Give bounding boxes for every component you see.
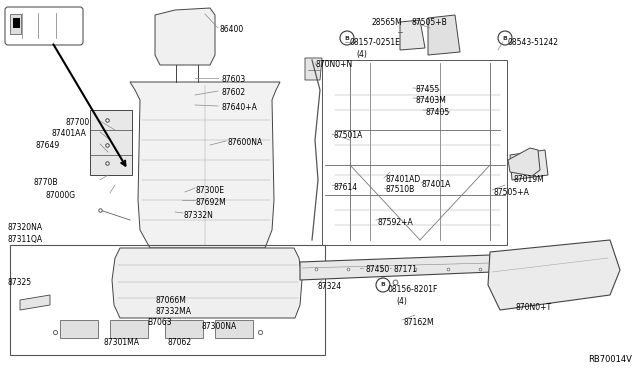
- Text: 28565M: 28565M: [371, 18, 402, 27]
- Text: 87700: 87700: [65, 118, 89, 127]
- FancyBboxPatch shape: [5, 7, 83, 45]
- Text: 87692M: 87692M: [196, 198, 227, 207]
- Bar: [165, 320, 203, 338]
- Polygon shape: [400, 20, 425, 50]
- Text: 87592+A: 87592+A: [377, 218, 413, 227]
- Bar: [215, 320, 253, 338]
- Text: 87019M: 87019M: [513, 175, 544, 184]
- Text: B: B: [381, 282, 385, 288]
- Text: 87325: 87325: [8, 278, 32, 287]
- Text: 87602: 87602: [221, 88, 245, 97]
- Text: 87401AA: 87401AA: [52, 129, 87, 138]
- Bar: [60, 320, 98, 338]
- Polygon shape: [508, 148, 540, 176]
- Text: 87505+A: 87505+A: [494, 188, 530, 197]
- Text: 87301MA: 87301MA: [103, 338, 139, 347]
- Text: 87332MA: 87332MA: [155, 307, 191, 316]
- Polygon shape: [300, 255, 492, 280]
- Polygon shape: [112, 248, 302, 318]
- Polygon shape: [428, 15, 460, 55]
- Text: 08156-8201F: 08156-8201F: [387, 285, 437, 294]
- Text: B: B: [344, 35, 349, 41]
- Text: 87320NA: 87320NA: [8, 223, 43, 232]
- Polygon shape: [130, 82, 280, 248]
- Text: 86400: 86400: [220, 25, 244, 34]
- Text: 87455: 87455: [415, 85, 439, 94]
- Text: 87401AD: 87401AD: [385, 175, 420, 184]
- Text: 87162M: 87162M: [404, 318, 435, 327]
- Text: 87614: 87614: [333, 183, 357, 192]
- Text: 87450: 87450: [365, 265, 389, 274]
- Bar: [10, 245, 325, 355]
- Text: 87403M: 87403M: [415, 96, 446, 105]
- Text: 87066M: 87066M: [155, 296, 186, 305]
- Text: B7063: B7063: [147, 318, 172, 327]
- Text: 87640+A: 87640+A: [221, 103, 257, 112]
- Text: (4): (4): [396, 297, 407, 306]
- Text: 87332N: 87332N: [183, 211, 213, 220]
- Polygon shape: [90, 110, 132, 175]
- Text: 87062: 87062: [168, 338, 192, 347]
- Text: 87171: 87171: [393, 265, 417, 274]
- Text: 87405: 87405: [425, 108, 449, 117]
- Text: 87300NA: 87300NA: [202, 322, 237, 331]
- Bar: [110, 320, 148, 338]
- Text: 87649: 87649: [35, 141, 60, 150]
- Circle shape: [340, 31, 354, 45]
- Bar: [13, 18, 20, 28]
- Polygon shape: [20, 295, 50, 310]
- Text: 87000G: 87000G: [46, 191, 76, 200]
- Circle shape: [376, 278, 390, 292]
- Text: B: B: [502, 35, 508, 41]
- Polygon shape: [305, 58, 322, 80]
- Text: 87324: 87324: [318, 282, 342, 291]
- Text: 08157-0251E: 08157-0251E: [350, 38, 401, 47]
- Text: RB70014V: RB70014V: [588, 355, 632, 364]
- Polygon shape: [155, 8, 215, 65]
- Text: 87510B: 87510B: [385, 185, 414, 194]
- Text: 87300E: 87300E: [196, 186, 225, 195]
- Text: 87603: 87603: [221, 75, 245, 84]
- Text: 870N0+N: 870N0+N: [316, 60, 353, 69]
- Polygon shape: [510, 150, 548, 180]
- Text: 87401A: 87401A: [422, 180, 451, 189]
- Text: 870N0+T: 870N0+T: [516, 303, 552, 312]
- Polygon shape: [488, 240, 620, 310]
- Text: 08543-51242: 08543-51242: [508, 38, 559, 47]
- Text: 8770B: 8770B: [33, 178, 58, 187]
- Circle shape: [498, 31, 512, 45]
- Text: 87501A: 87501A: [333, 131, 362, 140]
- Bar: [322, 60, 507, 245]
- Text: 87505+B: 87505+B: [412, 18, 448, 27]
- Text: 87311QA: 87311QA: [8, 235, 43, 244]
- Text: 87600NA: 87600NA: [228, 138, 263, 147]
- Bar: [10, 14, 21, 34]
- Text: (4): (4): [356, 50, 367, 59]
